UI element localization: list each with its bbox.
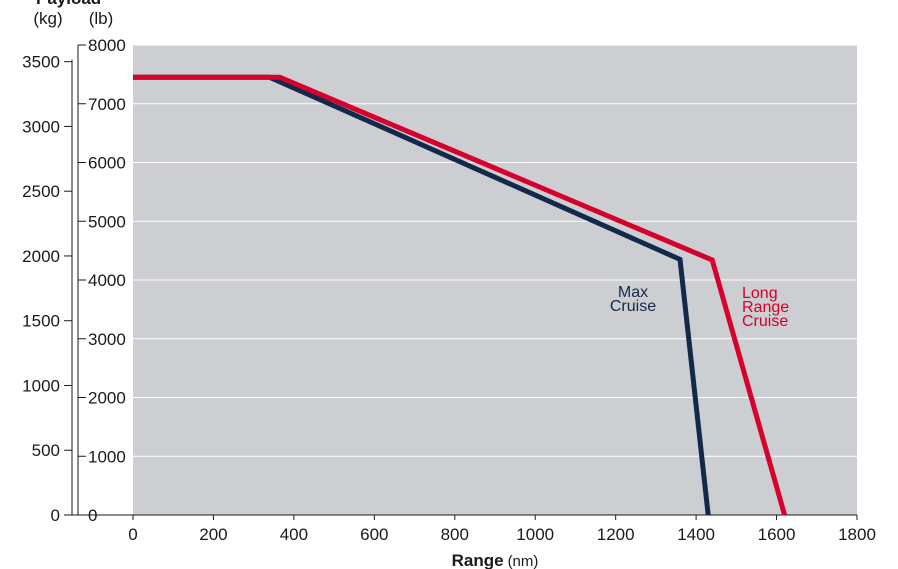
y-axis-unit-lb: (lb) [89,9,114,28]
x-tick-label-0: 0 [128,525,137,544]
lb-tick-label-3: 3000 [88,330,126,349]
kg-tick-label-6: 3000 [22,117,60,136]
lb-tick-label-4: 4000 [88,271,126,290]
lb-tick-label-7: 7000 [88,95,126,114]
series-label-0-line-1: Cruise [610,298,656,315]
series-line-1 [133,74,788,516]
series-label-1: Long Range Cruise [742,285,789,330]
x-tick-label-6: 1200 [597,525,635,544]
chart-title: Payload [36,0,101,8]
x-tick-label-1: 200 [199,525,227,544]
series-label-1-line-2: Cruise [742,313,788,330]
x-axis-unit: (nm) [508,553,539,569]
x-tick-label-2: 400 [280,525,308,544]
kg-tick-label-3: 1500 [22,312,60,331]
gridlines [133,44,857,457]
lb-tick-label-5: 5000 [88,212,126,231]
x-tick-label-8: 1600 [758,525,796,544]
series-label-0: Max Cruise [610,284,656,315]
kg-tick-label-2: 1000 [22,376,60,395]
kg-tick-label-5: 2500 [22,182,60,201]
axes: 0 500 1000 1500 2000 2500 3000 3500 0 1000 2000 300… [22,36,876,544]
x-tick-label-7: 1400 [677,525,715,544]
lb-tick-label-6: 6000 [88,154,126,173]
series-lines [133,74,788,516]
x-tick-label-5: 1000 [516,525,554,544]
kg-tick-label-0: 0 [51,506,60,525]
x-axis-title: Range (nm) [452,551,539,569]
lb-tick-label-1: 1000 [88,447,126,466]
kg-tick-label-4: 2000 [22,247,60,266]
x-tick-label-9: 1800 [838,525,876,544]
kg-tick-label-1: 500 [32,441,60,460]
y-axis-unit-kg: (kg) [33,9,62,28]
x-axis-label: Range [452,551,504,569]
series-label-0-line-0: Max [618,284,648,301]
x-tick-label-4: 800 [441,525,469,544]
lb-tick-label-8: 8000 [88,36,126,55]
lb-tick-label-2: 2000 [88,389,126,408]
x-tick-label-3: 600 [360,525,388,544]
series-label-1-line-0: Long [742,285,778,302]
series-label-1-line-1: Range [742,299,789,316]
kg-tick-label-7: 3500 [22,53,60,72]
